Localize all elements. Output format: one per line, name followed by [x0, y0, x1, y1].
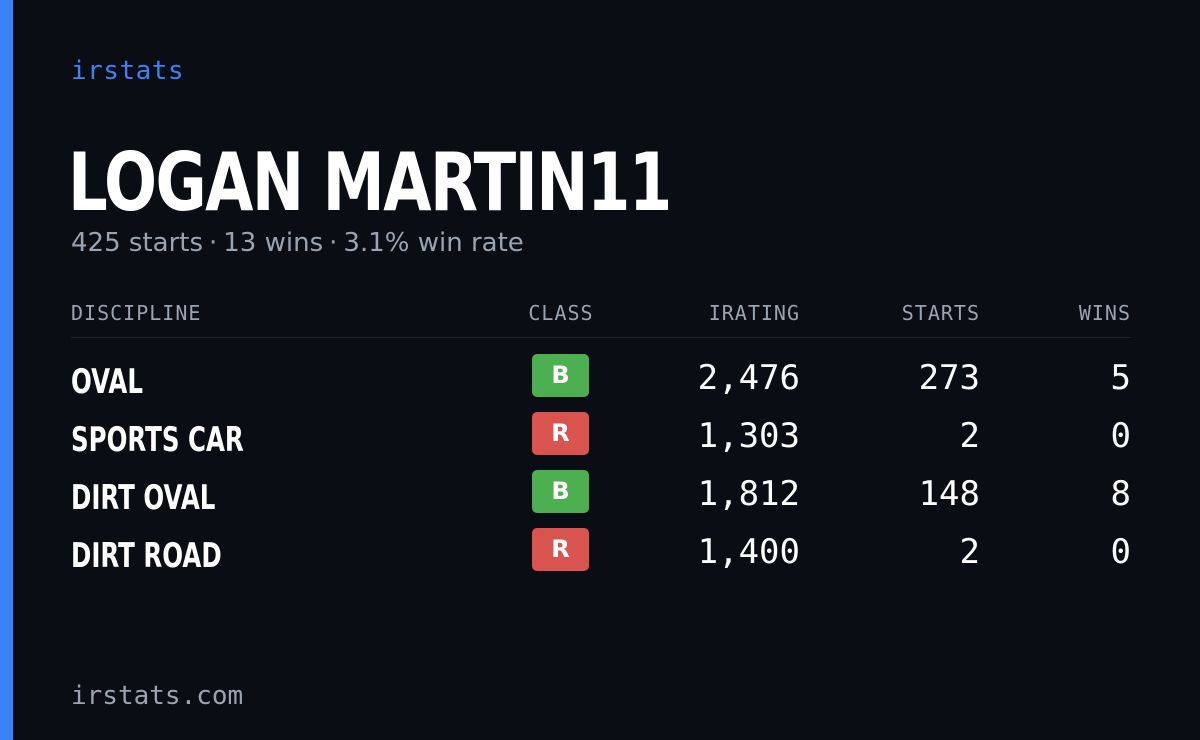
- irating-value: 1,812: [697, 474, 800, 514]
- header-starts: STARTS: [901, 301, 980, 325]
- header-divider: [71, 337, 1131, 338]
- class-badge: B: [532, 354, 589, 397]
- starts-summary: 425 starts: [71, 228, 203, 258]
- wins-summary: 13 wins: [223, 228, 324, 258]
- wins-value: 5: [1110, 358, 1131, 398]
- wins-value: 0: [1110, 416, 1131, 456]
- separator: ·: [209, 228, 218, 258]
- win-rate-summary: 3.1% win rate: [343, 228, 524, 258]
- table-row: SPORTS CAR R 1,303 2 0: [71, 412, 1131, 460]
- wins-value: 0: [1110, 532, 1131, 572]
- starts-value: 2: [959, 416, 980, 456]
- discipline-name: OVAL: [71, 362, 143, 402]
- starts-value: 273: [918, 358, 980, 398]
- irating-value: 1,303: [697, 416, 800, 456]
- discipline-name: SPORTS CAR: [71, 420, 244, 460]
- table-row: DIRT ROAD R 1,400 2 0: [71, 528, 1131, 576]
- table-row: DIRT OVAL B 1,812 148 8: [71, 470, 1131, 518]
- header-class: CLASS: [528, 301, 594, 325]
- accent-bar: [0, 0, 13, 740]
- footer-url: irstats.com: [71, 681, 244, 711]
- starts-value: 148: [918, 474, 980, 514]
- class-badge: R: [532, 528, 589, 571]
- header-wins: WINS: [1078, 301, 1131, 325]
- header-discipline: DISCIPLINE: [71, 301, 202, 325]
- player-name: LOGAN MARTIN11: [68, 136, 672, 229]
- discipline-name: DIRT OVAL: [71, 478, 216, 518]
- starts-value: 2: [959, 532, 980, 572]
- table-header: DISCIPLINE CLASS IRATING STARTS WINS: [71, 301, 1131, 325]
- irating-value: 2,476: [697, 358, 800, 398]
- separator: ·: [329, 228, 338, 258]
- irating-value: 1,400: [697, 532, 800, 572]
- wins-value: 8: [1110, 474, 1131, 514]
- brand-logo-text: irstats: [71, 56, 185, 86]
- class-badge: R: [532, 412, 589, 455]
- player-summary: 425 starts · 13 wins · 3.1% win rate: [71, 228, 524, 258]
- discipline-name: DIRT ROAD: [71, 536, 222, 576]
- class-badge: B: [532, 470, 589, 513]
- table-row: OVAL B 2,476 273 5: [71, 354, 1131, 402]
- header-irating: IRATING: [708, 301, 800, 325]
